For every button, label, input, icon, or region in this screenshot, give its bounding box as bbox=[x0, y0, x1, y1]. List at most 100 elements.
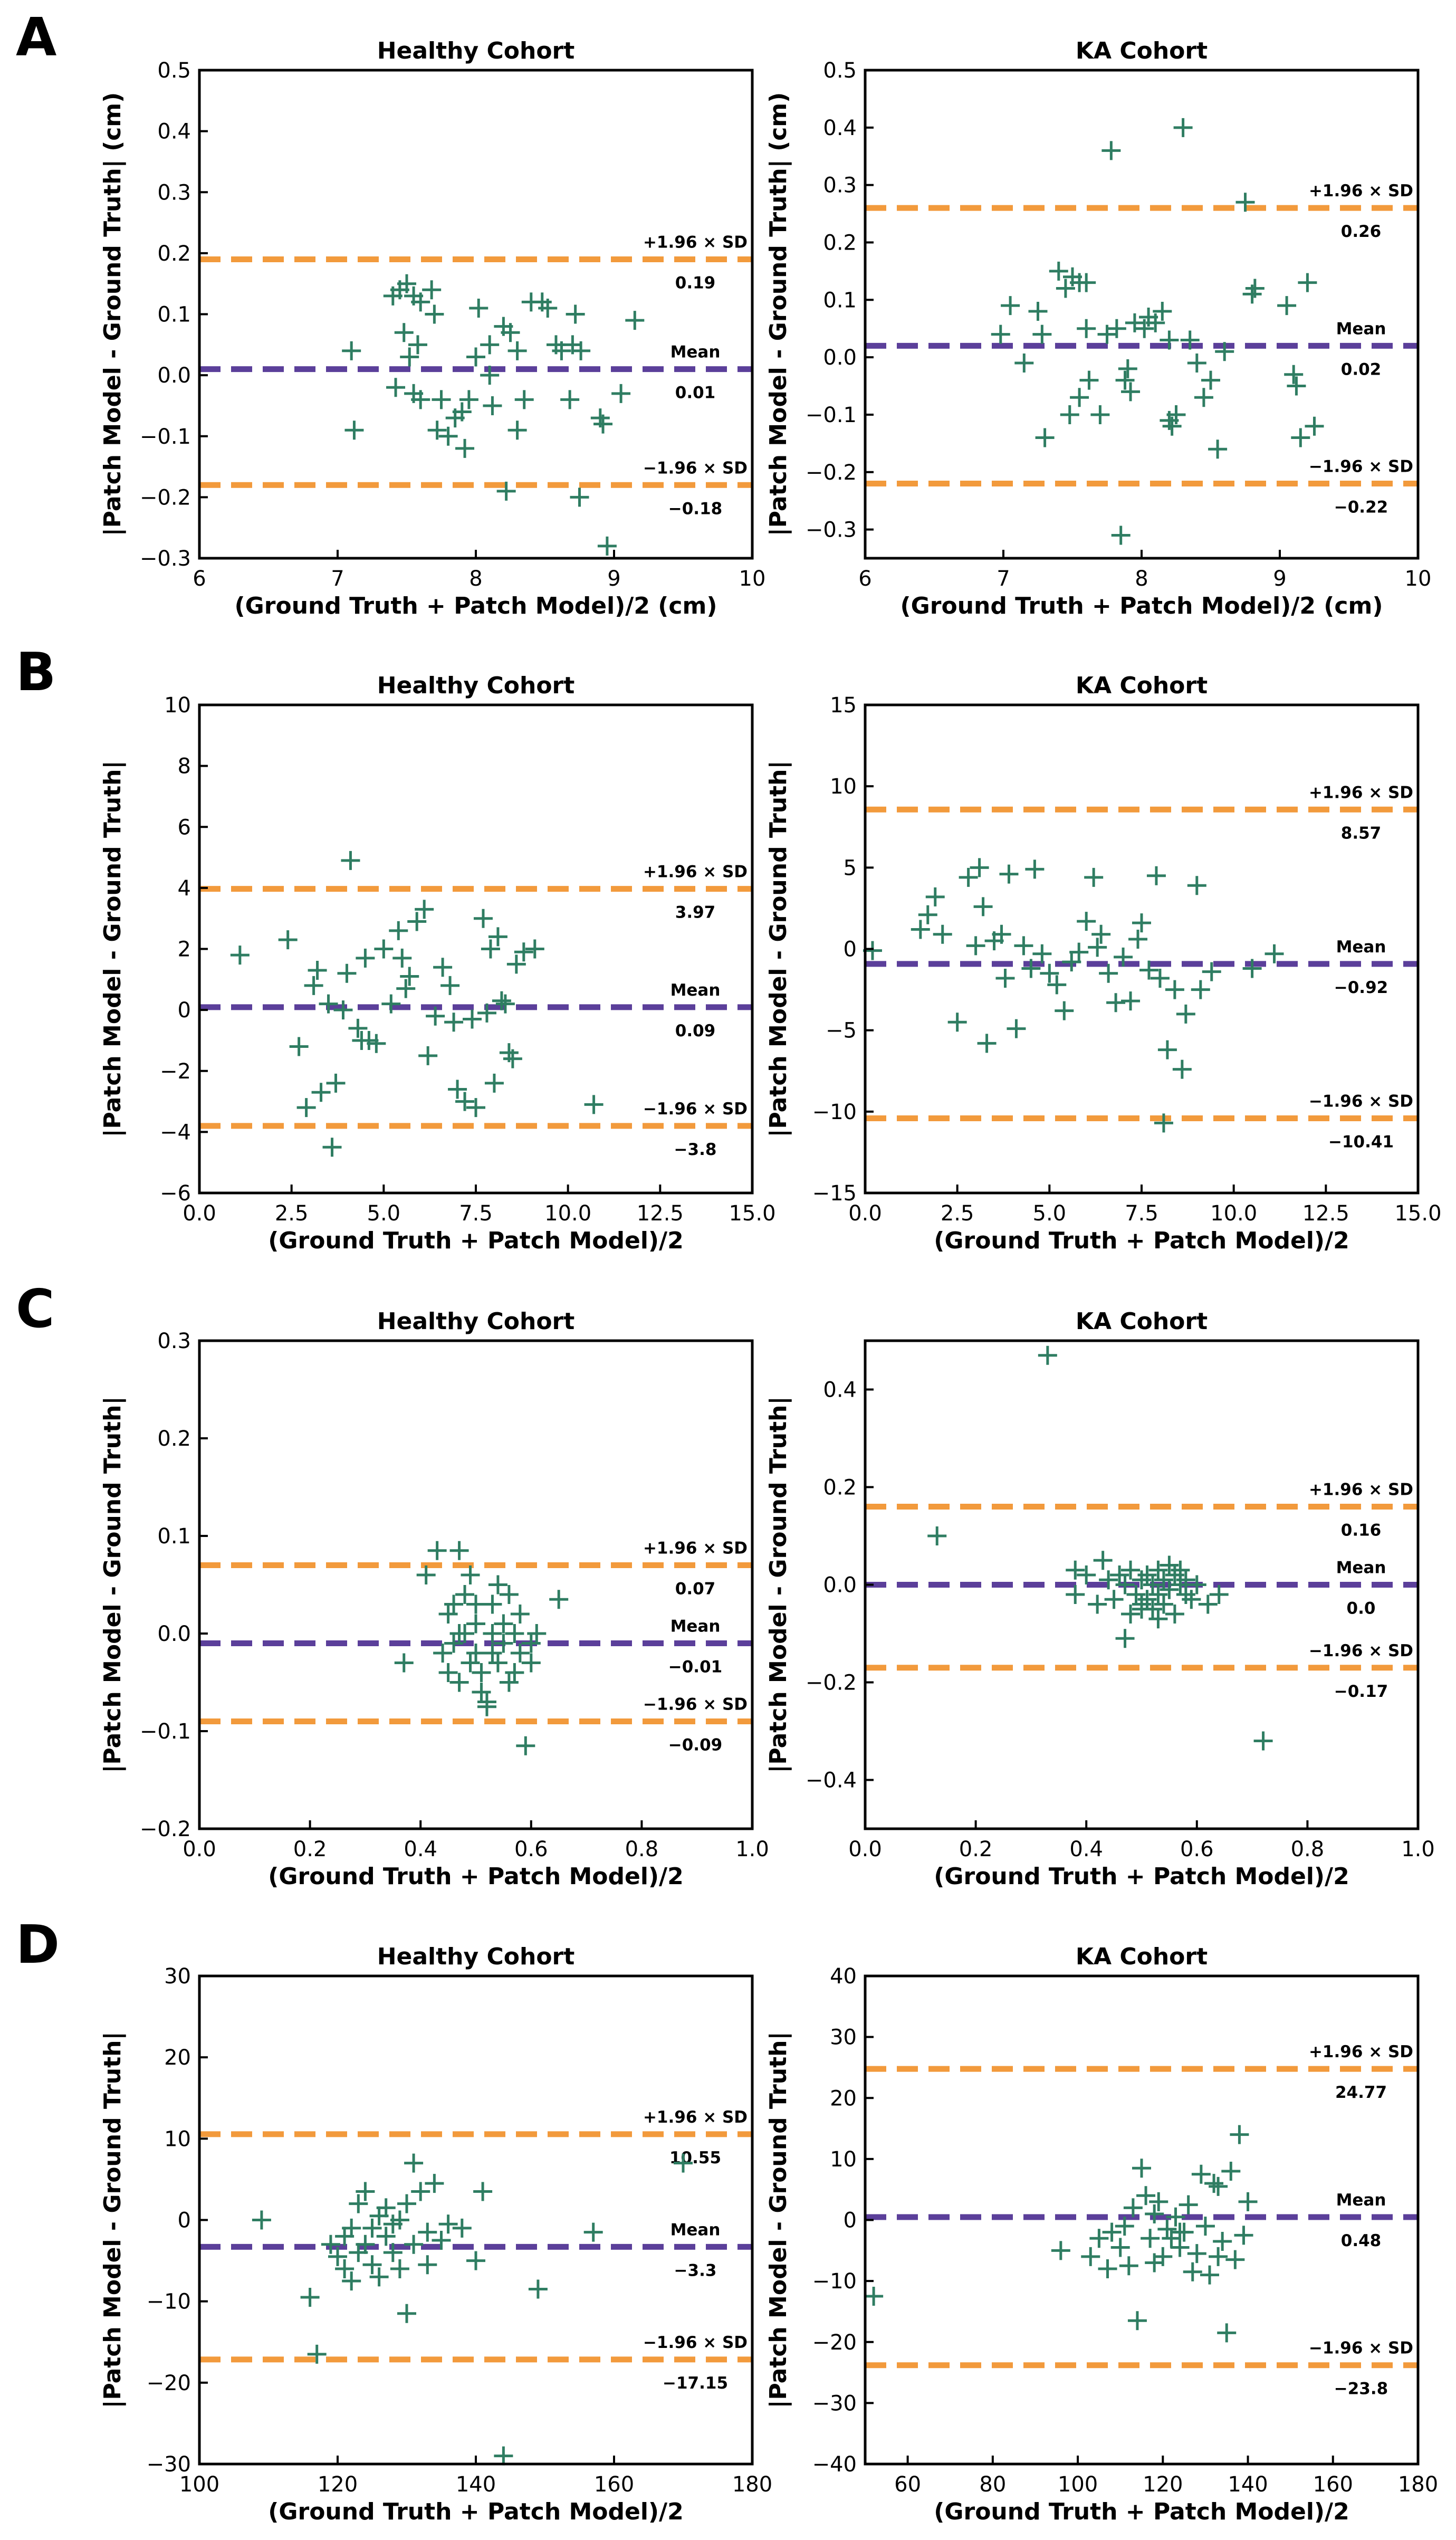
y-tick-label: 0.3 bbox=[823, 174, 857, 198]
data-point bbox=[1077, 319, 1096, 338]
svg-text:D: D bbox=[16, 1914, 60, 1975]
data-point bbox=[408, 335, 427, 355]
lower-limit-label: −1.96 × SD bbox=[1309, 1641, 1413, 1660]
x-tick-label: 1.0 bbox=[735, 1837, 769, 1861]
lower-limit-label: −1.96 × SD bbox=[643, 2333, 748, 2352]
y-axis-label: |Patch Model - Ground Truth| (cm) bbox=[99, 92, 126, 537]
data-point bbox=[1066, 1585, 1085, 1604]
lower-limit-label: −1.96 × SD bbox=[643, 1100, 748, 1119]
upper-limit-label: +1.96 × SD bbox=[643, 1539, 748, 1558]
x-tick-label: 0.2 bbox=[293, 1837, 327, 1861]
data-point bbox=[995, 969, 1015, 988]
data-point bbox=[342, 341, 361, 360]
y-tick-label: 0.0 bbox=[823, 346, 857, 370]
data-point bbox=[473, 909, 493, 928]
data-point bbox=[1154, 1594, 1173, 1614]
data-point bbox=[1040, 963, 1059, 983]
data-point bbox=[1081, 2247, 1100, 2266]
data-point bbox=[483, 396, 502, 415]
data-point bbox=[1176, 1570, 1195, 1590]
data-point bbox=[438, 1605, 458, 1624]
upper-limit-value: 0.26 bbox=[1341, 222, 1382, 241]
lower-limit-label: −1.96 × SD bbox=[643, 459, 748, 478]
data-point bbox=[400, 347, 419, 367]
data-point bbox=[472, 1683, 491, 1702]
chart-title: KA Cohort bbox=[1076, 672, 1208, 699]
lower-limit-label: −1.96 × SD bbox=[643, 1695, 748, 1714]
data-point bbox=[367, 1034, 386, 1053]
x-tick-label: 0.0 bbox=[848, 1837, 882, 1861]
data-point bbox=[1106, 993, 1126, 1013]
data-point bbox=[1077, 273, 1096, 292]
chart-a-healthy: Healthy Cohort+1.96 × SD0.19Mean0.01−1.9… bbox=[99, 37, 765, 619]
data-point bbox=[472, 1663, 491, 1682]
data-point bbox=[1153, 302, 1172, 321]
data-point bbox=[341, 851, 360, 870]
data-point bbox=[488, 1575, 507, 1594]
data-point bbox=[426, 1006, 445, 1026]
data-point bbox=[444, 1594, 464, 1614]
upper-limit-label: +1.96 × SD bbox=[1309, 783, 1413, 802]
data-point bbox=[966, 936, 985, 956]
data-point bbox=[1139, 960, 1158, 980]
data-point bbox=[570, 488, 589, 507]
data-point bbox=[1234, 2226, 1253, 2245]
mean-label: Mean bbox=[670, 981, 721, 1000]
data-point bbox=[328, 2247, 347, 2266]
data-point bbox=[611, 384, 631, 403]
x-tick-label: 7 bbox=[331, 567, 344, 591]
data-point bbox=[1209, 2247, 1228, 2266]
mean-label: Mean bbox=[1336, 938, 1386, 957]
data-point bbox=[1165, 1605, 1184, 1624]
data-point bbox=[1135, 319, 1154, 338]
y-tick-label: −0.3 bbox=[140, 547, 191, 571]
data-point bbox=[394, 323, 414, 342]
chart-d-healthy: Healthy Cohort +1.96 × SD 10.55 Mean −3.3 −1.… bbox=[99, 1943, 772, 2525]
data-point bbox=[422, 280, 442, 300]
data-point bbox=[1162, 416, 1182, 436]
data-point bbox=[469, 298, 488, 318]
chart-title: KA Cohort bbox=[1076, 37, 1208, 64]
data-point bbox=[356, 948, 375, 968]
x-tick-label: 7 bbox=[997, 567, 1010, 591]
data-point bbox=[1091, 924, 1111, 944]
data-points bbox=[863, 858, 1284, 1133]
data-point bbox=[1115, 1629, 1135, 1648]
mean-value: −0.92 bbox=[1334, 978, 1388, 997]
y-tick-label: 0.4 bbox=[823, 116, 857, 140]
y-axis-label: |Patch Model - Ground Truth| bbox=[99, 760, 126, 1137]
mean-label: Mean bbox=[670, 343, 721, 362]
x-tick-label: 15.0 bbox=[729, 1201, 775, 1226]
data-point bbox=[992, 924, 1011, 944]
data-point bbox=[466, 2251, 485, 2270]
data-point bbox=[477, 1003, 496, 1023]
y-tick-label: −30 bbox=[147, 2452, 191, 2477]
data-point bbox=[1118, 359, 1137, 378]
x-tick-label: 60 bbox=[894, 2472, 921, 2497]
data-point bbox=[527, 1624, 547, 1643]
data-point bbox=[296, 1098, 316, 1118]
data-point bbox=[1111, 526, 1131, 545]
data-point bbox=[438, 1663, 458, 1682]
data-point bbox=[304, 976, 323, 995]
data-point bbox=[1194, 388, 1213, 407]
y-tick-label: −10 bbox=[812, 1100, 857, 1124]
upper-limit-value: 0.16 bbox=[1341, 1521, 1382, 1540]
data-point bbox=[1132, 913, 1151, 933]
data-point bbox=[396, 979, 416, 998]
data-point bbox=[407, 912, 427, 931]
x-tick-label: 0.4 bbox=[1069, 1837, 1103, 1861]
data-point bbox=[1028, 302, 1048, 321]
data-point bbox=[418, 2255, 437, 2275]
data-point bbox=[1298, 273, 1317, 292]
data-point bbox=[1084, 867, 1104, 887]
data-point bbox=[1099, 963, 1118, 983]
x-tick-label: 10.0 bbox=[1210, 1201, 1257, 1226]
data-point bbox=[1172, 1059, 1192, 1079]
data-point bbox=[488, 1653, 507, 1673]
data-point bbox=[433, 1644, 453, 1663]
y-tick-label: −6 bbox=[160, 1181, 191, 1206]
x-axis-label: (Ground Truth + Patch Model)/2 bbox=[934, 2498, 1349, 2525]
data-point bbox=[1284, 365, 1304, 384]
data-point bbox=[514, 942, 533, 962]
